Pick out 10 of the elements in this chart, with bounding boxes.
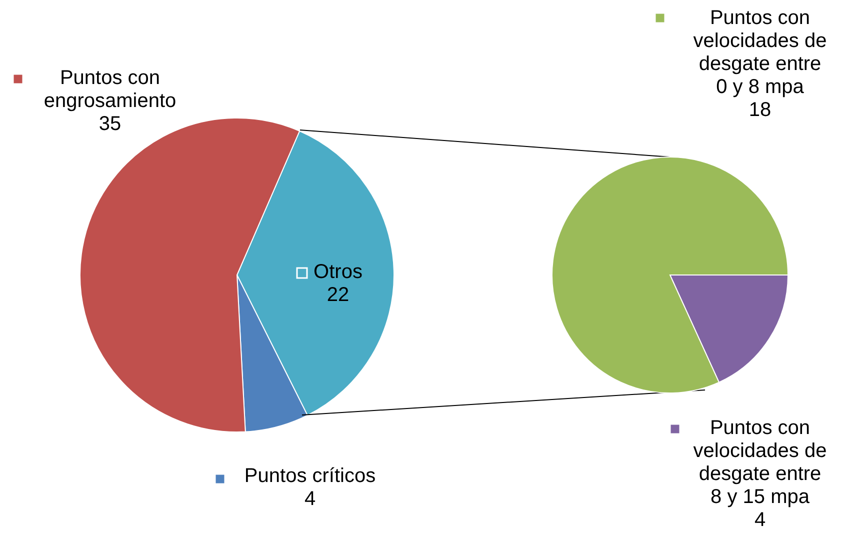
legend-label: Puntos con velocidades de desgate entre 0 y 8 mpa xyxy=(693,7,827,98)
data-label: 18 xyxy=(748,99,772,121)
data-label: 35 xyxy=(98,113,122,135)
data-label: 22 xyxy=(326,284,350,306)
legend-label: Puntos críticos xyxy=(244,465,376,487)
data-label: 4 xyxy=(304,488,316,510)
data-label: 4 xyxy=(754,509,766,531)
legend-label: Otros xyxy=(314,261,362,283)
legend-label: Puntos con engrosamiento xyxy=(44,67,176,112)
legend-label: Puntos con velocidades de desgate entre 8 y 15 mpa xyxy=(693,417,827,508)
